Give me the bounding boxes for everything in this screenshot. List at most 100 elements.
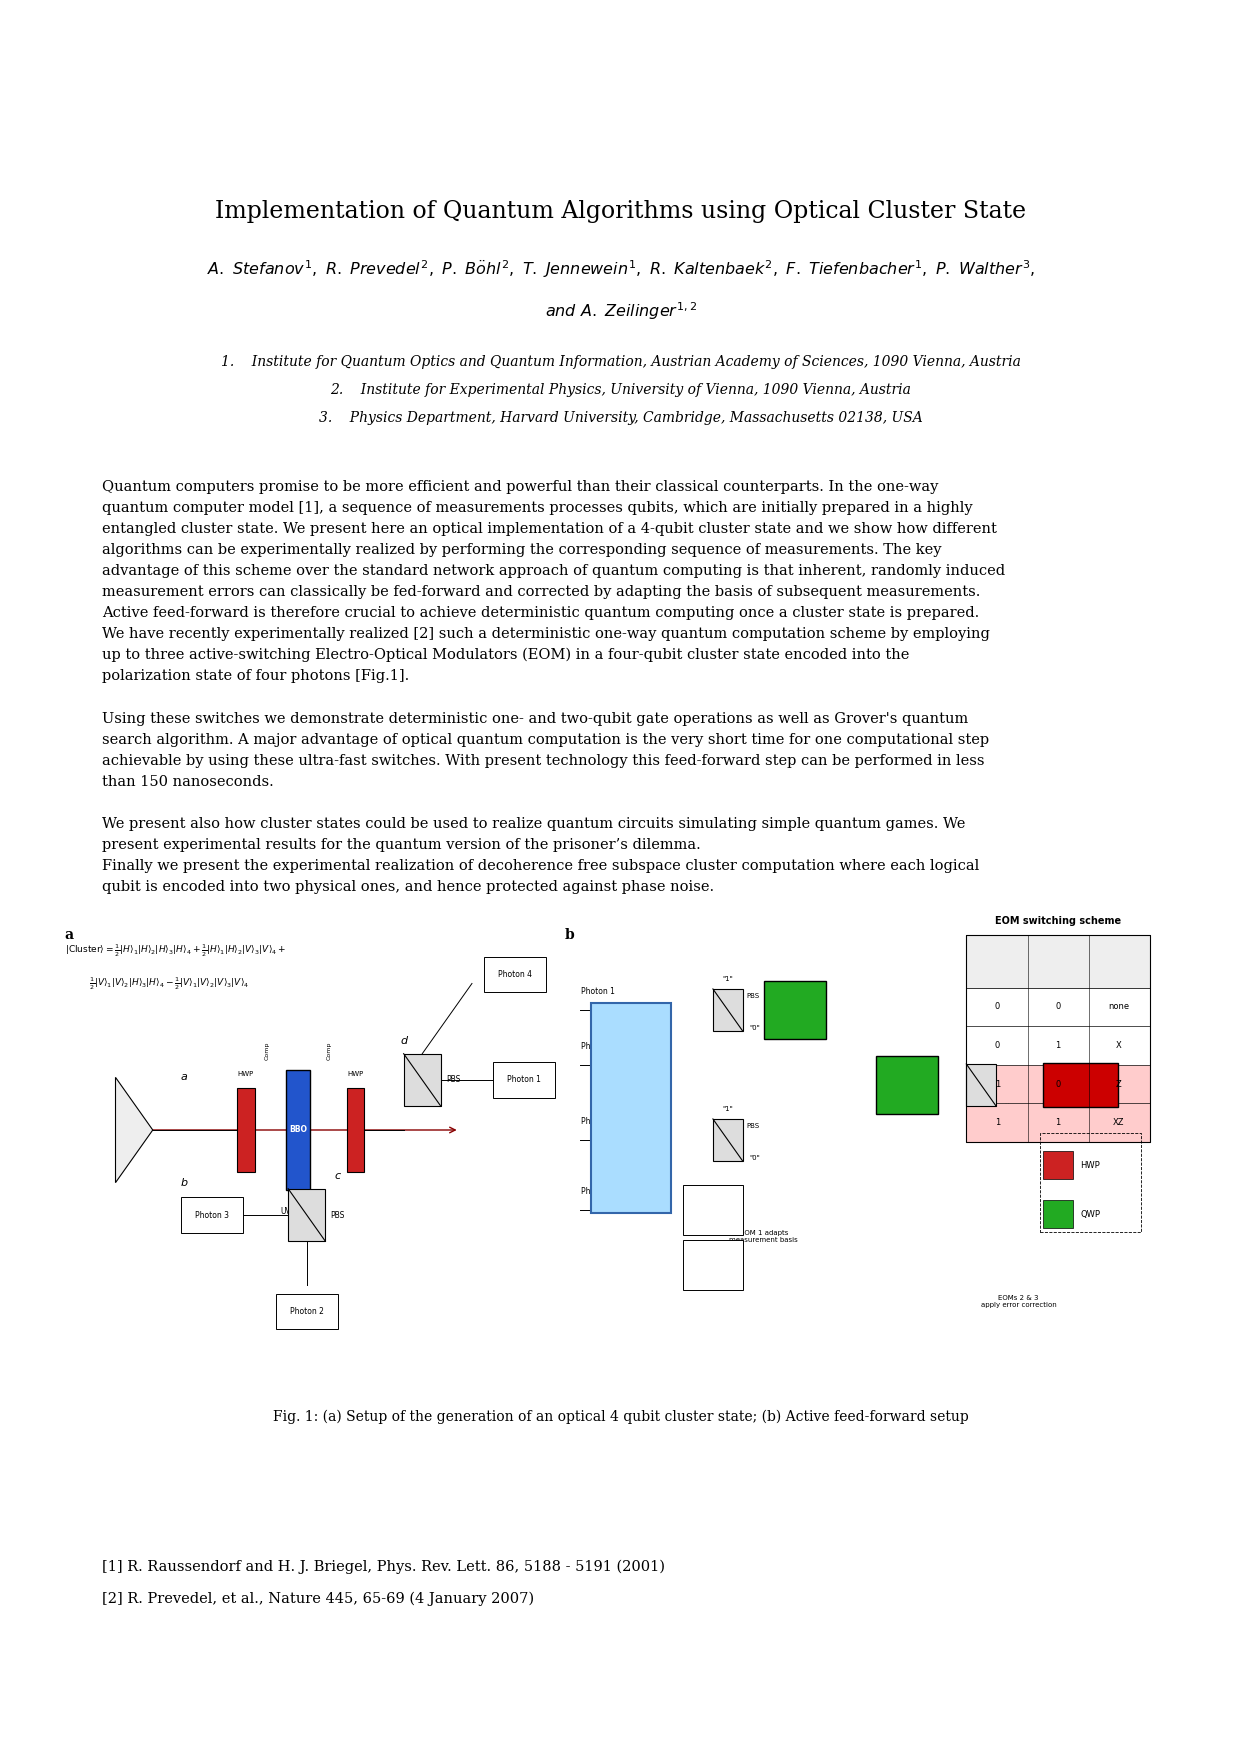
Text: Logic 1: Logic 1 — [780, 1006, 810, 1014]
Text: "0": "0" — [749, 1025, 760, 1030]
Text: qubit is encoded into two physical ones, and hence protected against phase noise: qubit is encoded into two physical ones,… — [102, 879, 714, 893]
Text: UV-Pump: UV-Pump — [281, 1207, 315, 1216]
Text: Fig. 1: (a) Setup of the generation of an optical 4 qubit cluster state; (b) Act: Fig. 1: (a) Setup of the generation of a… — [273, 1409, 969, 1425]
Text: 0: 0 — [1056, 1002, 1061, 1011]
Text: [1] R. Raussendorf and H. J. Briegel, Phys. Rev. Lett. 86, 5188 - 5191 (2001): [1] R. Raussendorf and H. J. Briegel, Ph… — [102, 1560, 664, 1574]
Bar — [181, 1197, 243, 1232]
Bar — [288, 1188, 325, 1241]
Text: Cluster: Cluster — [611, 1128, 651, 1139]
Text: none: none — [1108, 1002, 1129, 1011]
Text: [2] R. Prevedel, et al., Nature 445, 65-69 (4 January 2007): [2] R. Prevedel, et al., Nature 445, 65-… — [102, 1592, 534, 1606]
Text: Comp: Comp — [327, 1042, 332, 1060]
Text: HWP: HWP — [1081, 1160, 1100, 1169]
Text: achievable by using these ultra-fast switches. With present technology this feed: achievable by using these ultra-fast swi… — [102, 755, 985, 769]
Bar — [764, 981, 826, 1039]
Text: Delay
150 ns: Delay 150 ns — [700, 1204, 725, 1216]
Polygon shape — [116, 1078, 153, 1183]
Text: Photon 3: Photon 3 — [581, 1116, 615, 1127]
Text: Comp: Comp — [265, 1042, 270, 1060]
Text: EOMs 2 & 3
apply error correction: EOMs 2 & 3 apply error correction — [981, 1295, 1056, 1307]
Text: 0: 0 — [995, 1002, 1000, 1011]
Bar — [493, 1062, 555, 1097]
Text: Photon 1: Photon 1 — [507, 1076, 542, 1085]
Bar — [966, 1027, 1150, 1065]
Text: b: b — [180, 1178, 188, 1188]
Text: entangled cluster state. We present here an optical implementation of a 4-qubit : entangled cluster state. We present here… — [102, 521, 997, 535]
Text: search algorithm. A major advantage of optical quantum computation is the very s: search algorithm. A major advantage of o… — [102, 734, 989, 748]
Bar — [966, 935, 1150, 1143]
Bar — [1043, 1064, 1118, 1107]
Text: a: a — [65, 928, 73, 942]
Text: BBO: BBO — [289, 1125, 307, 1134]
Text: 1: 1 — [995, 1079, 1000, 1088]
Bar — [966, 988, 1150, 1027]
Text: Error
correction: Error correction — [1104, 956, 1134, 967]
Bar — [347, 1088, 364, 1172]
Text: Z: Z — [1117, 1079, 1122, 1088]
Text: XZ: XZ — [1113, 1118, 1124, 1127]
Text: We present also how cluster states could be used to realize quantum circuits sim: We present also how cluster states could… — [102, 818, 965, 832]
Bar — [484, 956, 546, 992]
Text: HWP: HWP — [347, 1071, 364, 1078]
Bar — [1040, 1134, 1141, 1232]
Bar — [591, 1002, 671, 1213]
Text: EOM 1 adapts
measurement basis: EOM 1 adapts measurement basis — [729, 1230, 799, 1243]
Bar — [286, 1071, 310, 1190]
Bar — [713, 1120, 743, 1162]
Text: $\mathit{A.\ Stefanov^1,\ R.\ Prevedel^2,\ P.\ B\"{o}hl^2,\ T.\ Jennewein^1,\ R.: $\mathit{A.\ Stefanov^1,\ R.\ Prevedel^2… — [207, 258, 1035, 279]
Text: EOM switching scheme: EOM switching scheme — [995, 916, 1122, 927]
Bar — [683, 1185, 743, 1234]
Text: Photon 1: Photon 1 — [581, 986, 615, 995]
Text: Logic 2: Logic 2 — [892, 1081, 922, 1090]
Text: polarization state of four photons [Fig.1].: polarization state of four photons [Fig.… — [102, 669, 409, 683]
Text: X: X — [1117, 1041, 1122, 1049]
Text: $\mathit{and\ A.\ Zeilinger^{1,2}}$: $\mathit{and\ A.\ Zeilinger^{1,2}}$ — [545, 300, 697, 321]
Text: 0: 0 — [995, 1041, 1000, 1049]
Text: algorithms can be experimentally realized by performing the corresponding sequen: algorithms can be experimentally realize… — [102, 542, 941, 556]
Text: Photon 4: Photon 4 — [581, 1186, 615, 1195]
Text: $\frac{1}{2}|V\rangle_1|V\rangle_2|H\rangle_3|H\rangle_4 - \frac{1}{2}|V\rangle_: $\frac{1}{2}|V\rangle_1|V\rangle_2|H\ran… — [89, 976, 250, 992]
Text: 3.    Physics Department, Harvard University, Cambridge, Massachusetts 02138, US: 3. Physics Department, Harvard Universit… — [319, 411, 923, 425]
Text: measurement errors can classically be fed-forward and corrected by adapting the : measurement errors can classically be fe… — [102, 584, 980, 598]
Text: PBS: PBS — [1000, 1069, 1013, 1074]
Text: Linear: Linear — [614, 1076, 648, 1086]
Text: Delay
300 ns: Delay 300 ns — [700, 1258, 725, 1272]
Text: Photon 4: Photon 4 — [498, 971, 533, 979]
Bar — [237, 1088, 255, 1172]
Text: Photon 2: Photon 2 — [581, 1042, 615, 1051]
Text: Photon 3: Photon 3 — [195, 1211, 230, 1220]
Bar — [966, 1065, 1150, 1104]
Text: PBS: PBS — [446, 1076, 461, 1085]
Bar — [683, 1241, 743, 1290]
Text: Active feed-forward is therefore crucial to achieve deterministic quantum comput: Active feed-forward is therefore crucial… — [102, 605, 979, 620]
Bar — [966, 1104, 1150, 1143]
Bar — [876, 1057, 938, 1114]
Text: 0: 0 — [1056, 1079, 1061, 1088]
Text: "1": "1" — [723, 1106, 733, 1113]
Text: Outcome
Photon 3: Outcome Photon 3 — [1045, 956, 1072, 967]
Text: c: c — [335, 1171, 340, 1181]
Text: PBS: PBS — [330, 1211, 345, 1220]
Text: Outcome
Photon 2: Outcome Photon 2 — [984, 956, 1011, 967]
Text: 2.    Institute for Experimental Physics, University of Vienna, 1090 Vienna, Aus: 2. Institute for Experimental Physics, U… — [330, 383, 912, 397]
Text: PBS: PBS — [746, 1123, 760, 1128]
Text: Using these switches we demonstrate deterministic one- and two-qubit gate operat: Using these switches we demonstrate dete… — [102, 713, 968, 727]
Text: "0": "0" — [1002, 1100, 1013, 1106]
Text: Implementation of Quantum Algorithms using Optical Cluster State: Implementation of Quantum Algorithms usi… — [215, 200, 1027, 223]
Text: 1: 1 — [995, 1118, 1000, 1127]
Text: quantum computer model [1], a sequence of measurements processes qubits, which a: quantum computer model [1], a sequence o… — [102, 500, 972, 514]
Text: PBS: PBS — [746, 993, 760, 999]
Text: QWP: QWP — [1081, 1209, 1100, 1218]
Text: 1: 1 — [1056, 1041, 1061, 1049]
Text: up to three active-switching Electro-Optical Modulators (EOM) in a four-qubit cl: up to three active-switching Electro-Opt… — [102, 648, 909, 662]
Bar — [1043, 1151, 1073, 1179]
Bar — [276, 1293, 338, 1329]
Text: HWP: HWP — [237, 1071, 255, 1078]
Text: Quantum computers promise to be more efficient and powerful than their classical: Quantum computers promise to be more eff… — [102, 481, 938, 493]
Text: Finally we present the experimental realization of decoherence free subspace clu: Finally we present the experimental real… — [102, 858, 979, 872]
Bar — [966, 935, 1150, 988]
Text: b: b — [565, 928, 575, 942]
Bar — [404, 1053, 441, 1106]
Bar — [713, 988, 743, 1030]
Text: 1.    Institute for Quantum Optics and Quantum Information, Austrian Academy of : 1. Institute for Quantum Optics and Quan… — [221, 355, 1021, 369]
